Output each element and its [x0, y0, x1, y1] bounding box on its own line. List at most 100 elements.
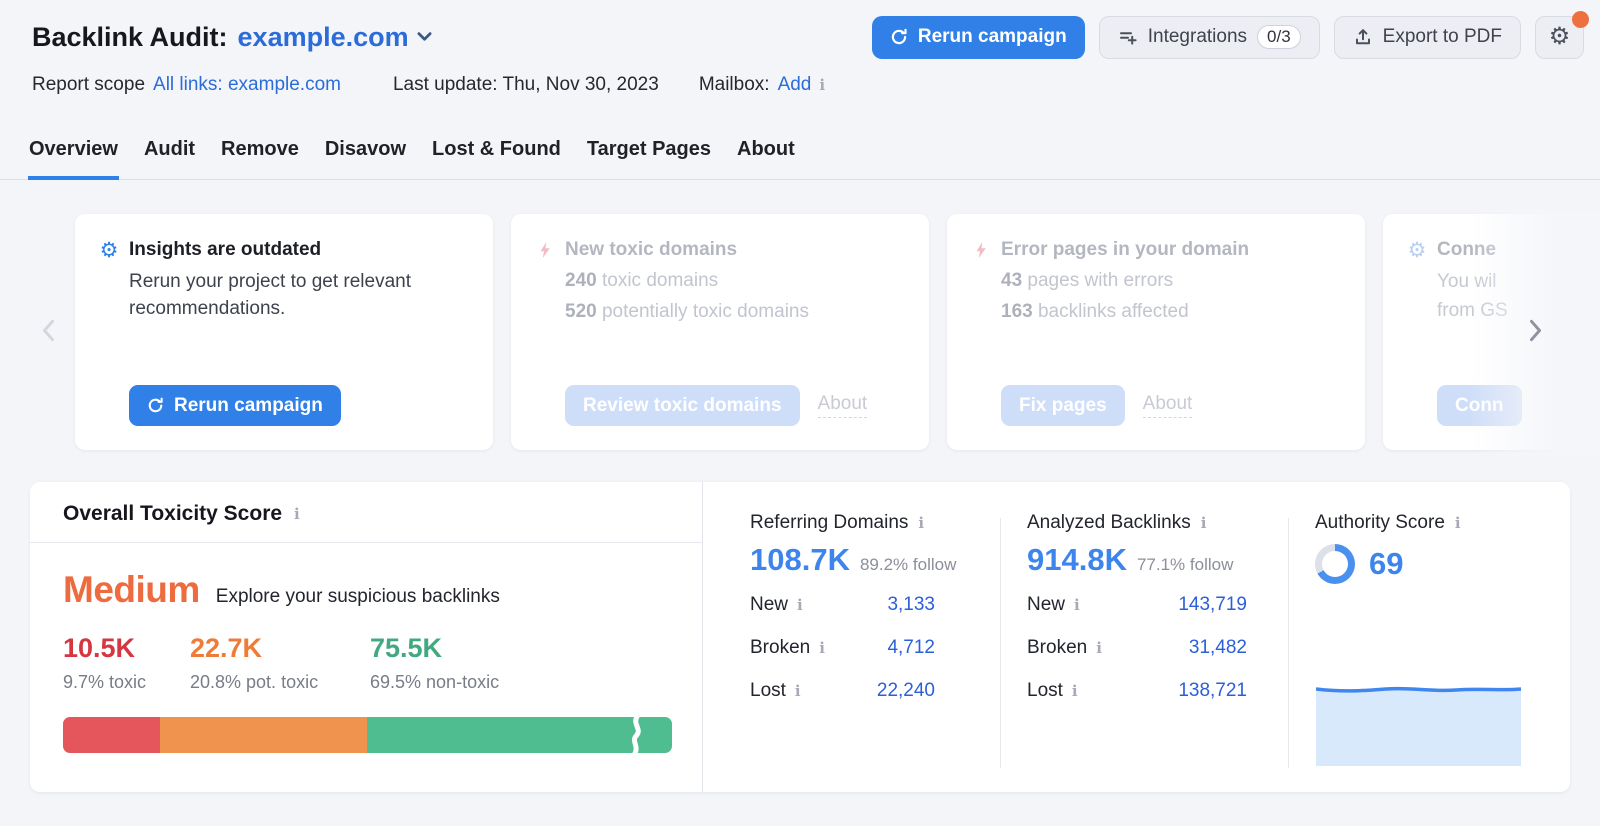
row-value-link[interactable]: 138,721 [1178, 680, 1247, 701]
tab-audit[interactable]: Audit [143, 138, 196, 180]
referring-domains-info-icon[interactable]: i [918, 513, 925, 532]
carousel-prev-button[interactable] [38, 316, 59, 349]
row-value-link[interactable]: 3,133 [887, 594, 935, 615]
info-icon[interactable]: i [797, 595, 803, 614]
card-title: New toxic domains [565, 239, 738, 260]
about-link[interactable]: About [1142, 393, 1193, 418]
authority-score-value: 69 [1369, 546, 1404, 581]
report-scope-label: Report scope [32, 74, 146, 95]
integrations-count-badge: 0/3 [1257, 25, 1301, 49]
table-row: Lost i 22,240 [750, 680, 935, 702]
fix-pages-button[interactable]: Fix pages [1001, 385, 1125, 426]
mailbox-info-icon[interactable]: i [819, 75, 826, 94]
settings-button[interactable]: ⚙ [1535, 10, 1589, 59]
row-value-link[interactable]: 31,482 [1188, 637, 1247, 658]
non-toxic-value: 75.5K [370, 633, 443, 663]
list-plus-icon [1119, 32, 1137, 45]
toxic-stat: 10.5K 9.7% toxic [63, 633, 190, 693]
card-title: Insights are outdated [129, 239, 322, 260]
info-icon[interactable]: i [1071, 681, 1078, 700]
rerun-campaign-button[interactable]: Rerun campaign [871, 15, 1085, 59]
refresh-icon [891, 28, 907, 45]
integrations-label: Integrations [1147, 26, 1248, 47]
row-value-link[interactable]: 143,719 [1178, 594, 1247, 615]
toxicity-title: Overall Toxicity Score [63, 502, 283, 525]
carousel-track: ⚙ Insights are outdated Rerun your proje… [75, 214, 1600, 450]
analyzed-backlinks-value: 914.8K [1027, 542, 1127, 577]
authority-score-info-icon[interactable]: i [1454, 513, 1461, 532]
authority-score-title: Authority Score [1315, 512, 1445, 533]
stat-label: pages with errors [1027, 270, 1174, 291]
overview-panel: Overall Toxicity Score i Medium Explore … [30, 482, 1570, 792]
backlinks-affected-stat: 163 backlinks affected [1001, 301, 1341, 323]
project-selector[interactable]: example.com [238, 22, 432, 53]
tab-about[interactable]: About [736, 138, 796, 180]
tab-overview[interactable]: Overview [28, 138, 119, 180]
page-title: Backlink Audit: example.com [32, 22, 432, 53]
tab-disavow[interactable]: Disavow [324, 138, 407, 180]
stat-value: 43 [1001, 270, 1023, 291]
tab-lost-found[interactable]: Lost & Found [431, 138, 562, 180]
export-pdf-button[interactable]: Export to PDF [1333, 15, 1521, 59]
card-rerun-campaign-button[interactable]: Rerun campaign [129, 385, 341, 426]
analyzed-backlinks-follow: 77.1% follow [1136, 555, 1234, 574]
about-link[interactable]: About [817, 393, 868, 418]
table-row: New i 143,719 [1027, 594, 1247, 616]
project-name: example.com [237, 21, 409, 52]
analyzed-backlinks-info-icon[interactable]: i [1200, 513, 1207, 532]
table-row: Lost i 138,721 [1027, 680, 1247, 702]
tab-bar: Overview Audit Remove Disavow Lost & Fou… [0, 138, 1600, 180]
authority-donut [1315, 544, 1355, 584]
analyzed-backlinks-title: Analyzed Backlinks [1027, 512, 1191, 533]
integrations-button[interactable]: Integrations 0/3 [1098, 15, 1320, 59]
mailbox-add-link[interactable]: Add [777, 74, 812, 95]
row-label: Lost [1027, 680, 1063, 701]
info-icon[interactable]: i [794, 681, 801, 700]
lightning-icon [971, 241, 991, 259]
card-new-toxic-domains: New toxic domains 240 toxic domains 520 … [511, 214, 929, 450]
button-label: Review toxic domains [583, 394, 782, 416]
row-label: Lost [750, 680, 786, 701]
toxicity-info-icon[interactable]: i [294, 504, 300, 523]
row-label: Broken [750, 637, 811, 658]
info-icon[interactable]: i [1074, 595, 1080, 614]
insights-carousel: ⚙ Insights are outdated Rerun your proje… [0, 210, 1600, 456]
report-scope-link[interactable]: All links: example.com [153, 74, 341, 95]
button-label: Fix pages [1019, 394, 1107, 416]
referring-domains-value: 108.7K [750, 542, 850, 577]
row-label: New [750, 594, 789, 615]
info-icon[interactable]: i [819, 638, 825, 657]
toxicity-bar [63, 717, 672, 753]
info-icon[interactable]: i [1096, 638, 1102, 657]
row-value-link[interactable]: 22,240 [876, 680, 935, 701]
carousel-next-button[interactable] [1525, 316, 1546, 349]
refresh-icon [148, 397, 163, 413]
table-row: Broken i 4,712 [750, 637, 935, 659]
tab-remove[interactable]: Remove [220, 138, 300, 180]
gear-icon: ⚙ [99, 238, 119, 262]
row-label: Broken [1027, 637, 1088, 658]
table-row: New i 3,133 [750, 594, 935, 616]
stat-value: 163 [1001, 301, 1033, 322]
card-title: Error pages in your domain [1001, 239, 1250, 260]
stats-section: Referring Domains i 108.7K 89.2% follow … [703, 482, 1570, 792]
potentially-toxic-stat: 520 potentially toxic domains [565, 301, 905, 323]
pages-with-errors-stat: 43 pages with errors [1001, 270, 1341, 292]
referring-domains-title: Referring Domains [750, 512, 909, 533]
card-error-pages: Error pages in your domain 43 pages with… [947, 214, 1365, 450]
tab-target-pages[interactable]: Target Pages [586, 138, 712, 180]
pot-toxic-stat: 22.7K 20.8% pot. toxic [190, 633, 370, 693]
mailbox-label: Mailbox: [698, 74, 770, 95]
header-actions: Rerun campaign Integrations 0/3 Export t… [871, 10, 1589, 59]
notification-dot [1572, 10, 1589, 28]
row-value-link[interactable]: 4,712 [887, 637, 935, 658]
carousel-fade [1470, 210, 1600, 456]
authority-trend-chart [1316, 686, 1521, 766]
rerun-campaign-label: Rerun campaign [917, 26, 1067, 47]
card-body-text: Rerun your project to get relevant recom… [129, 271, 411, 319]
chevron-right-icon [1530, 319, 1541, 342]
review-toxic-domains-button[interactable]: Review toxic domains [565, 385, 800, 426]
toxic-bar-segment [63, 717, 161, 753]
toxic-label: 9.7% toxic [63, 672, 147, 692]
authority-score-column: Authority Score i 69 [1289, 512, 1570, 792]
